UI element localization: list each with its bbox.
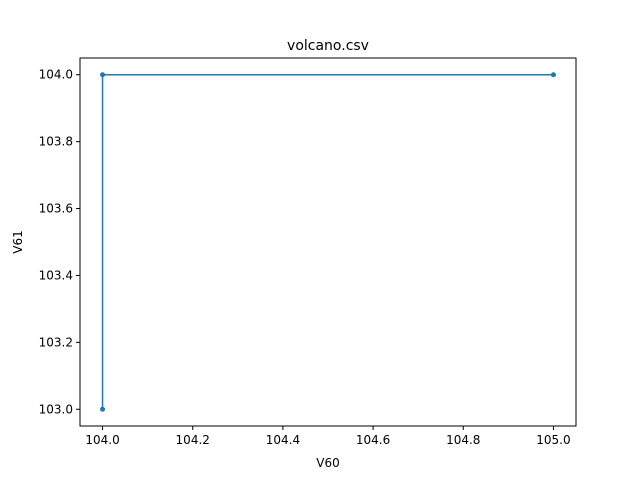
y-tick-label: 104.0 <box>39 68 73 82</box>
x-tick-label: 104.0 <box>85 433 119 447</box>
y-tick-label: 103.4 <box>39 268 73 282</box>
y-tick-label: 103.0 <box>39 402 73 416</box>
chart-title: volcano.csv <box>287 38 369 54</box>
x-axis-ticks: 104.0 104.2 104.4 104.6 104.8 105.0 <box>85 426 571 447</box>
y-tick-label: 103.8 <box>39 135 73 149</box>
x-tick-label: 104.4 <box>266 433 300 447</box>
y-axis-label: V61 <box>11 230 25 253</box>
y-tick-label: 103.6 <box>39 202 73 216</box>
x-tick-label: 105.0 <box>536 433 570 447</box>
data-point <box>100 406 106 412</box>
plot-area <box>100 72 556 412</box>
x-tick-label: 104.2 <box>176 433 210 447</box>
data-point <box>550 72 556 78</box>
y-tick-label: 103.2 <box>39 335 73 349</box>
data-point <box>100 72 106 78</box>
plot-frame <box>79 57 577 427</box>
x-axis-label: V60 <box>316 456 339 470</box>
y-axis-ticks: 103.0 103.2 103.4 103.6 103.8 104.0 <box>39 68 80 416</box>
x-tick-label: 104.6 <box>356 433 390 447</box>
x-tick-label: 104.8 <box>446 433 480 447</box>
